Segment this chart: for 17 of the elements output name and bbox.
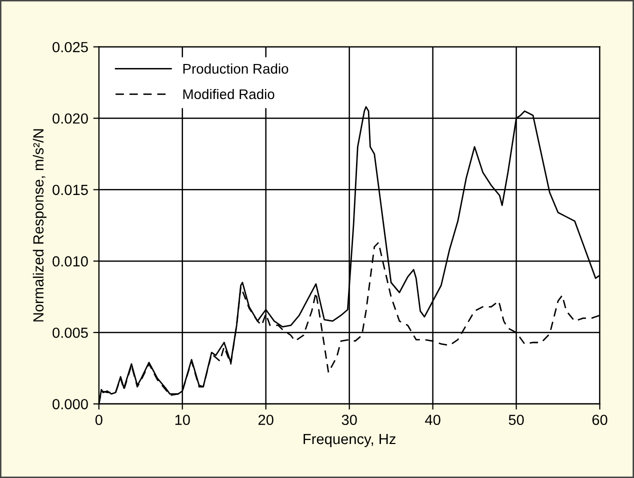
y-tick-label: 0.020 bbox=[52, 113, 88, 124]
x-tick-label: 50 bbox=[508, 414, 524, 426]
x-axis-title: Frequency, Hz bbox=[304, 434, 396, 448]
y-tick-label: 0.015 bbox=[52, 184, 88, 196]
x-tick-label: 10 bbox=[175, 414, 190, 426]
y-tick-label: 0.000 bbox=[52, 399, 88, 410]
x-tick-label: 0 bbox=[95, 414, 102, 426]
legend-label: Modified Radio bbox=[183, 88, 274, 100]
x-tick-label: 30 bbox=[342, 414, 357, 426]
y-axis-title: Normalized Response, m/s²/N bbox=[32, 129, 46, 322]
x-tick-label: 60 bbox=[592, 414, 608, 426]
x-tick-label: 40 bbox=[425, 414, 440, 426]
y-tick-label: 0.025 bbox=[52, 42, 88, 52]
y-tick-label: 0.005 bbox=[52, 328, 88, 338]
legend-label: Production Radio bbox=[183, 64, 288, 74]
y-tick-label: 0.010 bbox=[52, 256, 88, 267]
x-tick-label: 20 bbox=[258, 414, 274, 426]
